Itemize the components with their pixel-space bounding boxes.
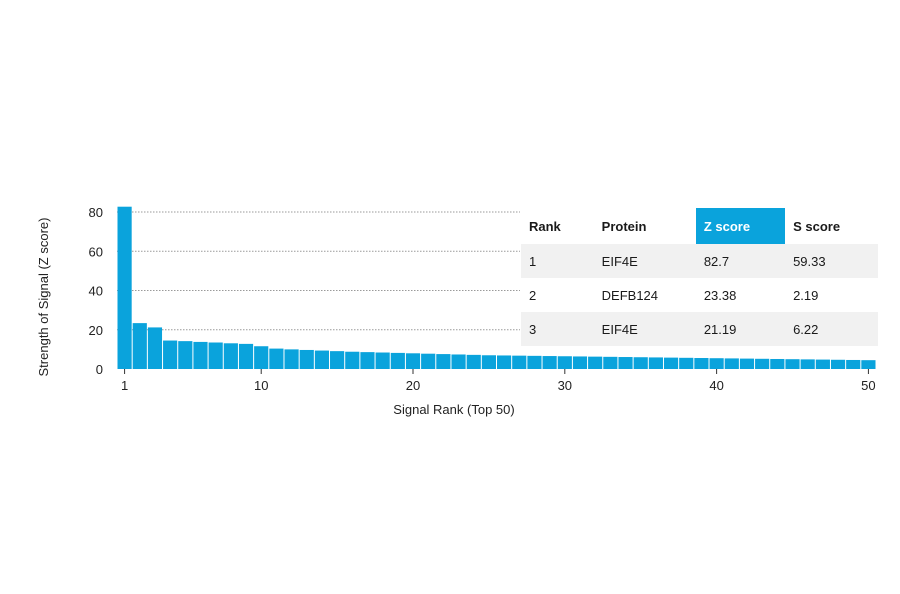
cell-rank: 3: [521, 312, 594, 346]
table-header-row: Rank Protein Z score S score: [521, 208, 878, 244]
bar-rank-36: [648, 357, 663, 369]
bar-rank-12: [284, 349, 299, 369]
cell-protein: EIF4E: [593, 244, 696, 278]
header-protein: Protein: [593, 208, 696, 244]
bar-rank-34: [618, 357, 633, 369]
bar-rank-41: [724, 358, 739, 369]
y-axis-title: Strength of Signal (Z score): [36, 218, 51, 377]
bar-rank-39: [694, 358, 709, 369]
bars: [117, 206, 876, 369]
bar-rank-9: [238, 343, 254, 369]
header-rank: Rank: [521, 208, 594, 244]
bar-rank-1: [117, 206, 132, 369]
bar-rank-21: [421, 353, 436, 369]
bar-rank-42: [739, 358, 755, 369]
bar-rank-29: [542, 356, 557, 369]
score-table: Rank Protein Z score S score 1 EIF4E 82.…: [521, 208, 878, 346]
bar-rank-48: [830, 359, 846, 369]
cell-z-score: 23.38: [695, 278, 786, 312]
bar-rank-6: [193, 341, 208, 369]
bar-rank-35: [633, 357, 648, 369]
bar-rank-23: [451, 354, 466, 369]
bar-rank-33: [603, 356, 618, 369]
bar-rank-32: [588, 356, 603, 369]
bar-rank-45: [785, 359, 800, 369]
bar-rank-8: [223, 343, 238, 369]
x-tick-label: 30: [558, 378, 572, 393]
bar-rank-5: [178, 341, 193, 369]
bar-rank-16: [345, 351, 360, 369]
cell-s-score: 59.33: [785, 244, 878, 278]
bar-rank-30: [557, 356, 572, 369]
bar-rank-4: [163, 340, 178, 369]
bar-rank-43: [755, 358, 770, 369]
bar-rank-50: [861, 360, 876, 369]
bar-rank-28: [527, 355, 542, 369]
y-tick-label: 80: [89, 205, 103, 220]
y-tick-label: 60: [89, 244, 103, 259]
bar-rank-47: [815, 359, 830, 369]
bar-rank-15: [330, 351, 345, 369]
header-z-score: Z score: [695, 208, 786, 244]
header-s-score: S score: [785, 208, 878, 244]
bar-rank-44: [770, 358, 785, 369]
y-axis-ticks: 0 20 40 60 80: [89, 205, 103, 377]
bar-rank-13: [299, 349, 314, 369]
bar-rank-7: [208, 342, 223, 369]
x-tick-label: 40: [709, 378, 723, 393]
bar-rank-40: [709, 358, 724, 369]
cell-protein: DEFB124: [593, 278, 696, 312]
cell-rank: 2: [521, 278, 594, 312]
y-tick-label: 20: [89, 323, 103, 338]
bar-rank-19: [390, 352, 405, 369]
bar-rank-10: [254, 346, 269, 369]
cell-protein: EIF4E: [593, 312, 696, 346]
bar-rank-11: [269, 348, 284, 369]
table-row: 1 EIF4E 82.7 59.33: [521, 244, 878, 278]
bar-rank-3: [147, 327, 163, 369]
bar-rank-14: [314, 350, 330, 369]
cell-s-score: 2.19: [785, 278, 878, 312]
x-tick-label: 20: [406, 378, 420, 393]
bar-rank-22: [436, 354, 451, 369]
bar-rank-27: [512, 355, 527, 369]
table-row: 2 DEFB124 23.38 2.19: [521, 278, 878, 312]
x-axis-ticks: 1 10 20 30 40 50: [121, 369, 876, 393]
cell-z-score: 21.19: [695, 312, 786, 346]
bar-rank-37: [663, 357, 679, 369]
bar-rank-38: [679, 357, 694, 369]
bar-rank-2: [132, 323, 147, 369]
bar-rank-31: [572, 356, 588, 369]
x-tick-label: 1: [121, 378, 128, 393]
bar-rank-49: [846, 359, 861, 369]
grid-lines: [117, 211, 520, 331]
y-tick-label: 0: [96, 362, 103, 377]
x-tick-label: 10: [254, 378, 268, 393]
bar-rank-24: [466, 354, 481, 369]
cell-z-score: 82.7: [695, 244, 786, 278]
bar-rank-25: [481, 355, 496, 369]
bar-rank-17: [360, 352, 375, 369]
y-tick-label: 40: [89, 284, 103, 299]
bar-rank-46: [800, 359, 815, 369]
x-axis-title: Signal Rank (Top 50): [393, 402, 514, 417]
bar-rank-26: [497, 355, 512, 369]
table-row: 3 EIF4E 21.19 6.22: [521, 312, 878, 346]
x-tick-label: 50: [861, 378, 875, 393]
bar-rank-18: [375, 352, 390, 369]
cell-rank: 1: [521, 244, 594, 278]
cell-s-score: 6.22: [785, 312, 878, 346]
bar-rank-20: [405, 353, 421, 369]
